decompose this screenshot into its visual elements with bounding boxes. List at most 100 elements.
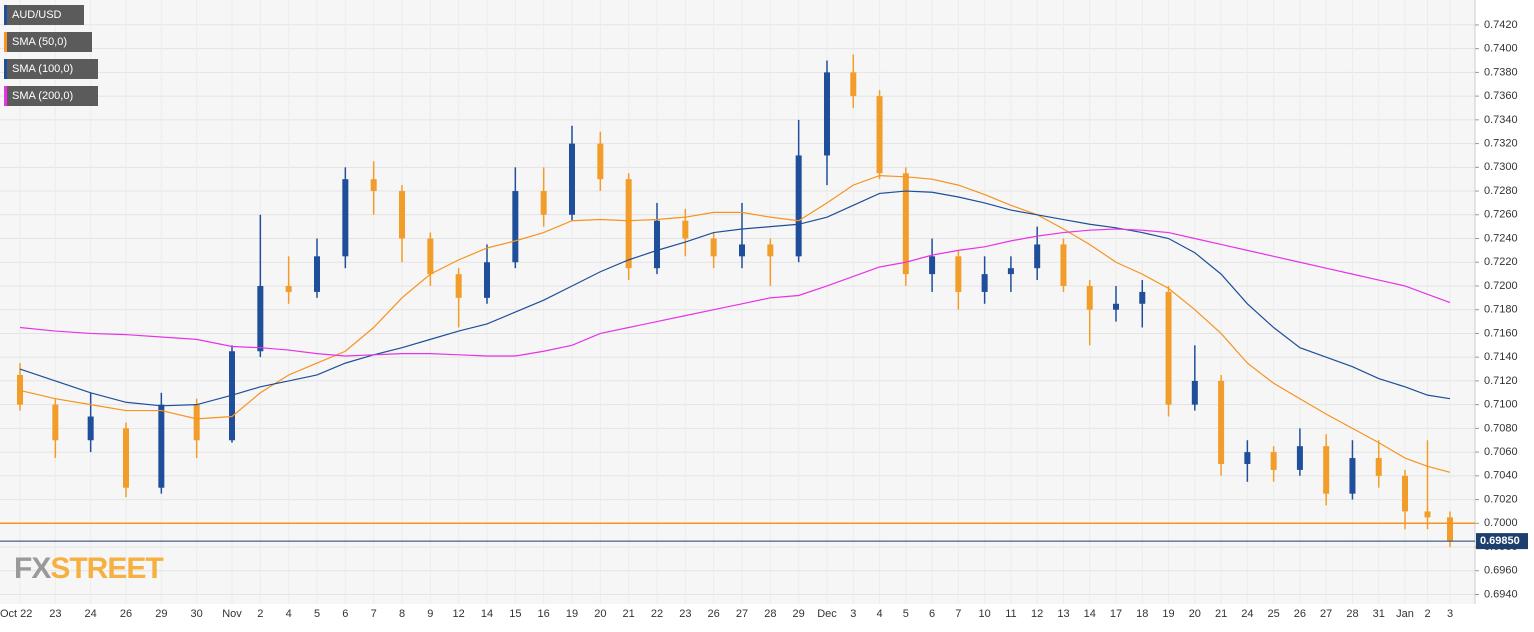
plot-area [0,0,1475,604]
candle-body [929,256,936,275]
candle-body [981,274,988,292]
legend-box[interactable] [4,86,98,106]
candle-body [767,244,774,257]
current-price-label: 0.69850 [1480,535,1520,547]
x-tick-label: 23 [679,608,691,620]
logo-street: STREET [50,552,163,585]
candle-body [427,238,434,275]
sma-line [19,228,1451,357]
y-tick-label: 0.7380 [1484,66,1518,78]
candle-body [1244,452,1251,464]
x-tick-label: 20 [1189,608,1201,620]
y-tick-label: 0.7040 [1484,470,1518,482]
x-tick-label: 9 [427,608,433,620]
candle-body [1270,452,1277,470]
candle-body [597,143,604,180]
candle-body [52,404,59,441]
candle-body [484,262,490,298]
candle-body [739,244,745,257]
x-tick-label: Dec [817,608,837,620]
candle-body [710,238,717,257]
candle-body [902,173,909,275]
candle-body [1402,475,1408,512]
x-tick-label: 29 [793,608,805,620]
x-tick-label: 18 [1136,608,1148,620]
candle-body [1296,446,1303,470]
legend-box[interactable] [4,59,98,79]
candle-body [285,285,292,292]
x-tick-label: 10 [979,608,991,620]
x-tick-label: 3 [1447,608,1453,620]
y-tick-label: 0.7240 [1484,232,1518,244]
legend-box[interactable] [4,5,84,25]
current-price-box [1476,533,1528,550]
y-tick-label: 0.6960 [1484,565,1518,577]
candle-body [955,256,962,292]
sma-line [19,190,1451,407]
logo: FXSTREET [14,552,163,585]
legend-box[interactable] [4,32,92,52]
candle-body [1165,291,1172,405]
y-tick-label: 0.7100 [1484,399,1518,411]
candle-body [1007,268,1014,275]
y-tick-label: 0.7220 [1484,256,1518,268]
y-tick-label: 0.7060 [1484,446,1518,458]
x-tick-label: 12 [453,608,465,620]
x-tick-label: 6 [342,608,348,620]
x-tick-label: 28 [1346,608,1358,620]
x-tick-label: 29 [155,608,167,620]
x-tick-label: 5 [314,608,320,620]
x-tick-label: 14 [1084,608,1096,620]
candle-body [158,404,165,488]
y-tick-label: 0.7260 [1484,209,1518,221]
x-tick-label: 19 [1162,608,1174,620]
x-tick-label: 5 [903,608,909,620]
x-tick-label: 21 [1215,608,1227,620]
legend-swatch [4,5,7,25]
x-tick-label: 2 [257,608,263,620]
candle-body [455,274,462,298]
candle-body [540,191,547,215]
y-tick-label: 0.7160 [1484,327,1518,339]
candle-body [1191,380,1198,405]
legend-label: SMA (100,0) [12,63,73,75]
x-tick-label: 4 [876,608,882,620]
x-tick-label: 17 [1110,608,1122,620]
x-tick-label: 8 [399,608,405,620]
candle-body [625,179,632,269]
x-tick-label: 13 [1057,608,1069,620]
y-tick-label: 0.7140 [1484,351,1518,363]
legend-swatch [4,32,7,52]
x-tick-label: 4 [286,608,292,620]
x-tick-label: 27 [1320,608,1332,620]
candle-body [654,220,660,269]
y-tick-label: 0.7200 [1484,280,1518,292]
legend-label: SMA (200,0) [12,90,73,102]
x-tick-label: 27 [736,608,748,620]
x-tick-label: 16 [538,608,550,620]
x-tick-label: 2 [1424,608,1430,620]
x-tick-label: 28 [764,608,776,620]
candle-body [876,96,883,174]
candle-body [824,72,830,156]
x-tick-label: 20 [594,608,606,620]
legend-swatch [4,86,7,106]
y-tick-label: 0.7320 [1484,137,1518,149]
y-tick-label: 0.7300 [1484,161,1518,173]
y-tick-label: 0.7000 [1484,517,1518,529]
candle-body [399,191,405,239]
candle-body [512,191,519,263]
y-tick-label: 0.7340 [1484,114,1518,126]
candle-body [1424,511,1431,518]
y-tick-label: 0.7180 [1484,304,1518,316]
x-tick-label: 22 [651,608,663,620]
candle-body [682,220,689,239]
x-tick-label: 23 [49,608,61,620]
candle-body [1447,517,1453,542]
candle-body [257,285,264,352]
candle-body [342,179,349,257]
x-tick-label: 7 [371,608,377,620]
candle-body [1086,285,1093,310]
candle-body [370,179,377,192]
logo-fx: FX [14,552,51,585]
